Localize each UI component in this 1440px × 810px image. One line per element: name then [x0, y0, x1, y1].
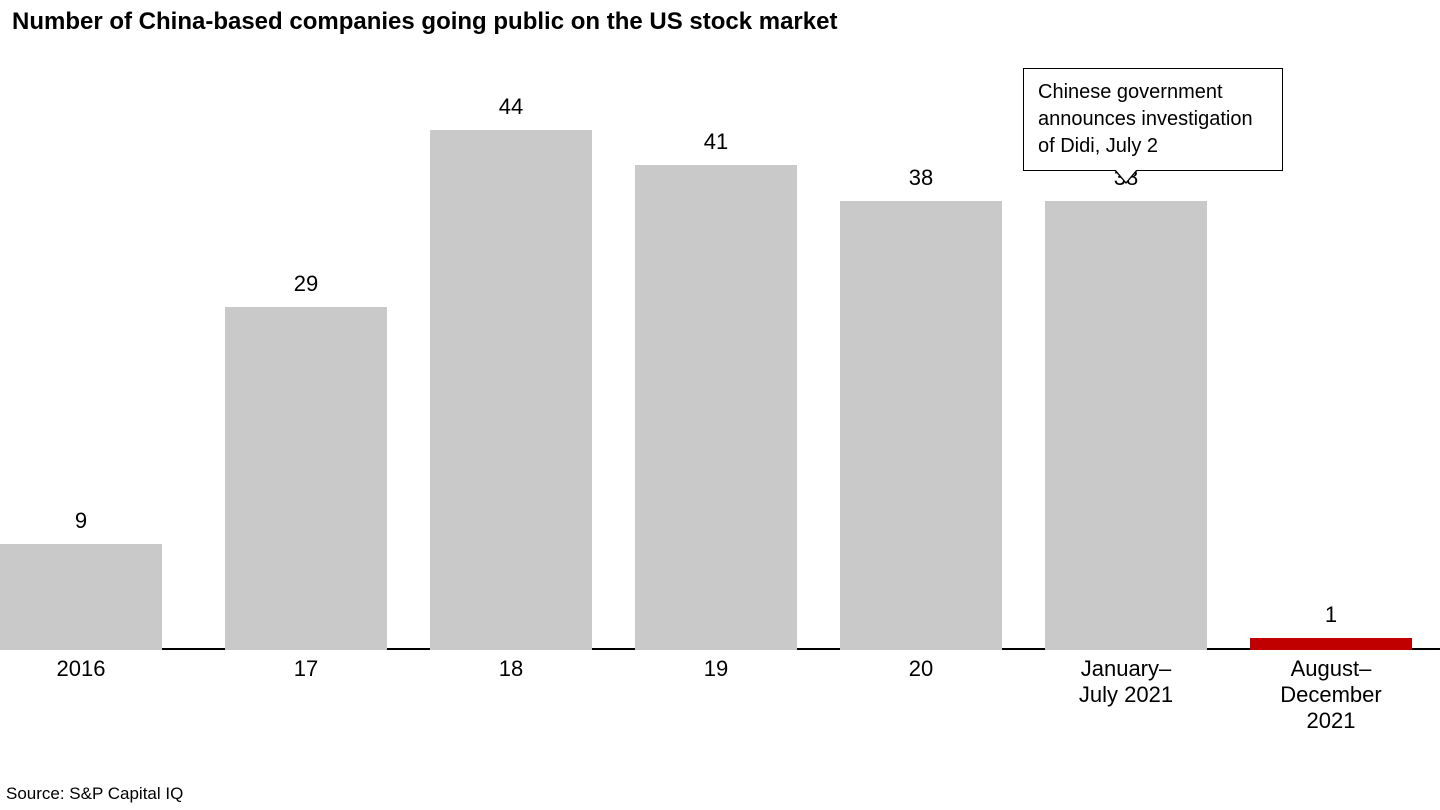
x-axis-label: 2016 — [0, 656, 162, 682]
x-axis-label: 19 — [635, 656, 797, 682]
annotation-pointer-fill — [1115, 169, 1137, 182]
bar-slot: 44 — [410, 60, 615, 650]
source-attribution: Source: S&P Capital IQ — [6, 784, 183, 804]
bar-value-label: 41 — [635, 129, 797, 155]
bar-slot: 41 — [615, 60, 820, 650]
bar — [1250, 638, 1412, 650]
bar-value-label: 9 — [0, 508, 162, 534]
x-axis-label: January– July 2021 — [1045, 656, 1207, 708]
bar — [225, 307, 387, 650]
bar — [0, 544, 162, 650]
bar-value-label: 1 — [1250, 602, 1412, 628]
annotation-callout: Chinese government announces investigati… — [1023, 68, 1283, 171]
page: Number of China-based companies going pu… — [0, 0, 1440, 810]
bar-value-label: 38 — [840, 165, 1002, 191]
x-axis-label: 18 — [430, 656, 592, 682]
bar-slot: 9 — [0, 60, 205, 650]
bar-slot: 38 — [820, 60, 1025, 650]
bar-value-label: 44 — [430, 94, 592, 120]
x-axis-label: 17 — [225, 656, 387, 682]
chart-title: Number of China-based companies going pu… — [12, 8, 837, 36]
bar-value-label: 29 — [225, 271, 387, 297]
bar — [1045, 201, 1207, 650]
x-axis-label: August– December 2021 — [1250, 656, 1412, 734]
bar — [635, 165, 797, 650]
bar-slot: 29 — [205, 60, 410, 650]
bar — [430, 130, 592, 650]
bar — [840, 201, 1002, 650]
x-axis-label: 20 — [840, 656, 1002, 682]
